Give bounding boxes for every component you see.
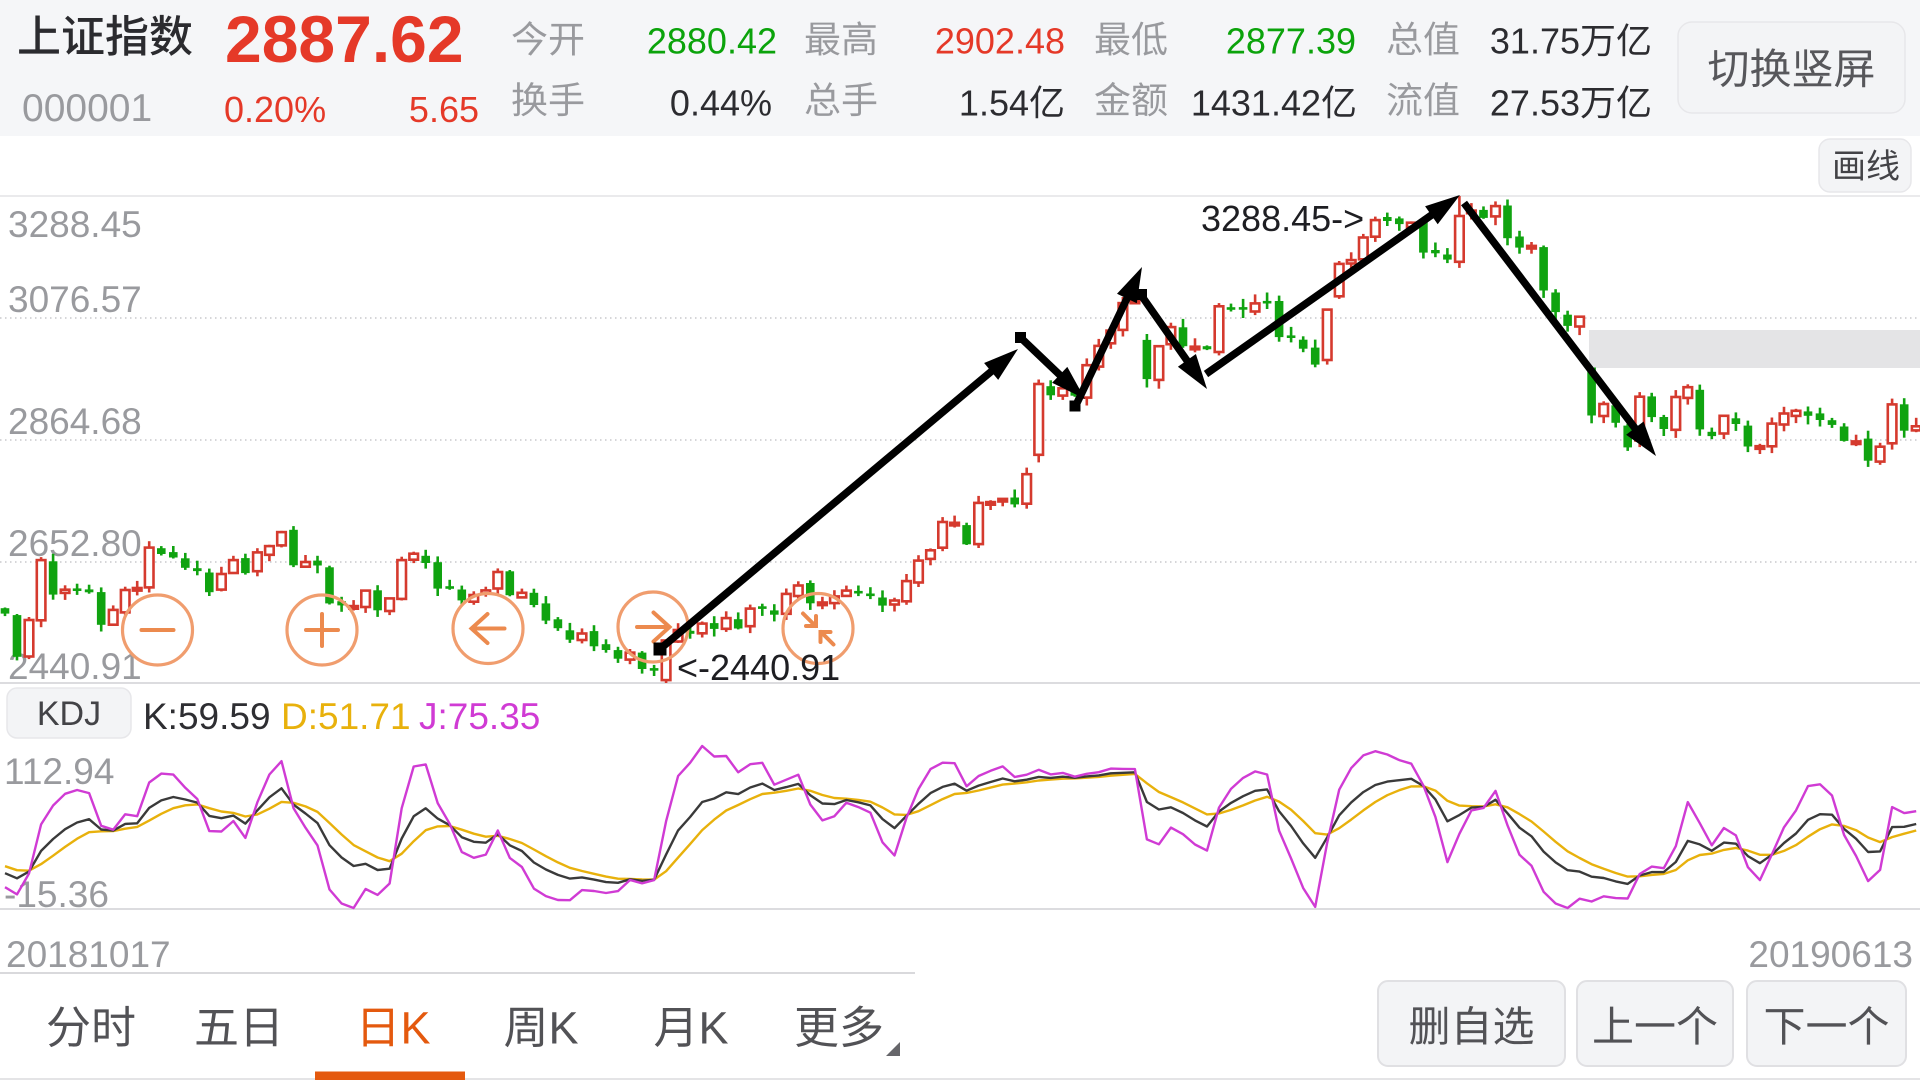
svg-text:3288.45->: 3288.45-> <box>1201 198 1364 239</box>
svg-text:20181017: 20181017 <box>6 934 171 975</box>
svg-text:112.94: 112.94 <box>4 751 114 792</box>
svg-text:<-2440.91: <-2440.91 <box>677 647 840 688</box>
svg-text:K:59.59: K:59.59 <box>143 696 271 737</box>
svg-text:20190613: 20190613 <box>1748 934 1913 975</box>
svg-text:2902.48: 2902.48 <box>935 21 1065 62</box>
svg-text:27.53: 27.53 <box>1490 83 1580 124</box>
svg-text:2877.39: 2877.39 <box>1226 21 1356 62</box>
svg-text:KDJ: KDJ <box>37 695 101 733</box>
svg-text:2652.80: 2652.80 <box>8 523 142 564</box>
svg-text:K: K <box>699 1002 729 1053</box>
svg-text:1431.42: 1431.42 <box>1191 83 1321 124</box>
svg-text:-15.36: -15.36 <box>4 874 109 915</box>
svg-text:000001: 000001 <box>22 87 152 130</box>
svg-text:0.44%: 0.44% <box>670 83 772 124</box>
svg-text:0.20%: 0.20% <box>224 89 326 130</box>
svg-text:3076.57: 3076.57 <box>8 279 142 320</box>
svg-text:D:51.71: D:51.71 <box>281 696 411 737</box>
svg-text:3288.45: 3288.45 <box>8 204 142 245</box>
svg-text:2864.68: 2864.68 <box>8 401 142 442</box>
svg-text:2887.62: 2887.62 <box>225 2 464 76</box>
svg-text:1.54: 1.54 <box>959 83 1029 124</box>
svg-text:K: K <box>549 1002 579 1053</box>
svg-text:31.75: 31.75 <box>1490 21 1580 62</box>
svg-text:5.65: 5.65 <box>409 89 479 130</box>
svg-text:K: K <box>401 1002 431 1053</box>
svg-text:2880.42: 2880.42 <box>647 21 777 62</box>
svg-text:J:75.35: J:75.35 <box>419 696 540 737</box>
